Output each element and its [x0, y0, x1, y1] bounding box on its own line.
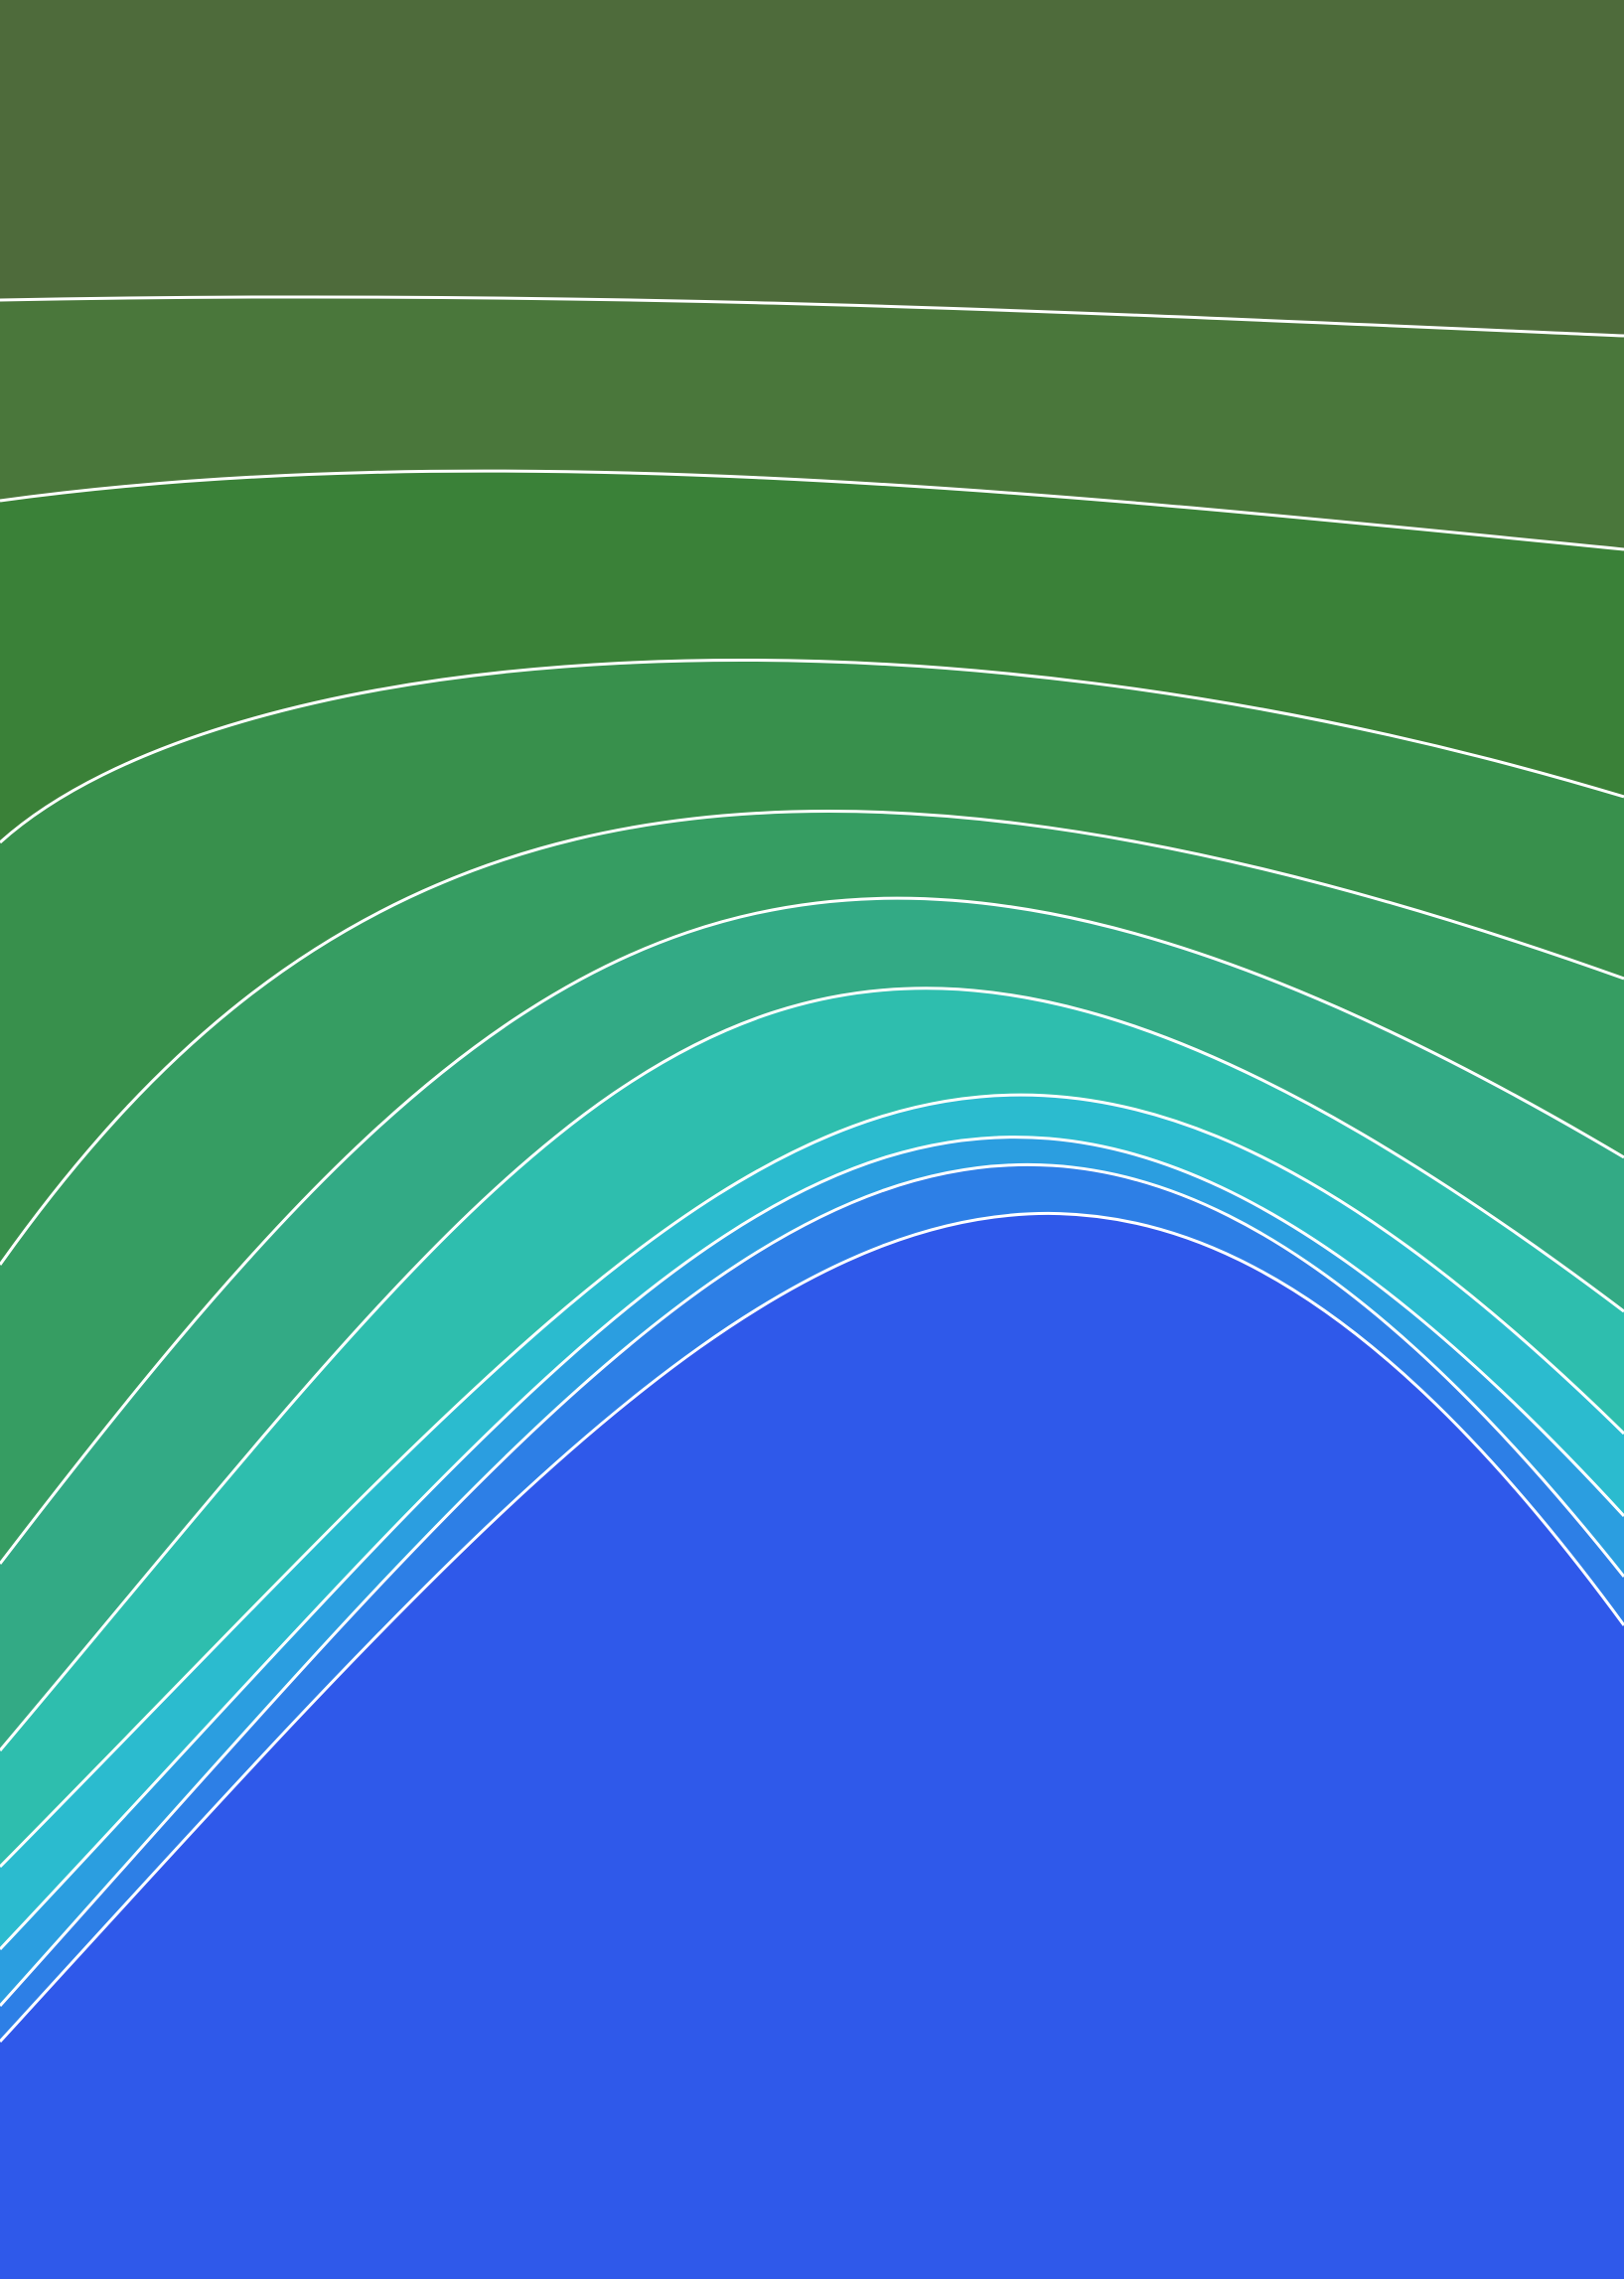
divider-line [0, 469, 1624, 551]
divider-line [0, 659, 1624, 844]
divider-line [0, 810, 1624, 1266]
color-bands [0, 296, 1624, 2279]
divider-line [0, 896, 1624, 1565]
divider-line [0, 1162, 1624, 2008]
divider-line [0, 1136, 1624, 1951]
divider-line [0, 1211, 1624, 2044]
divider-line [0, 987, 1624, 1751]
divider-line [0, 295, 1624, 338]
divider-lines [0, 295, 1624, 2044]
divider-line [0, 1093, 1624, 1869]
color-band [0, 1213, 1624, 2279]
